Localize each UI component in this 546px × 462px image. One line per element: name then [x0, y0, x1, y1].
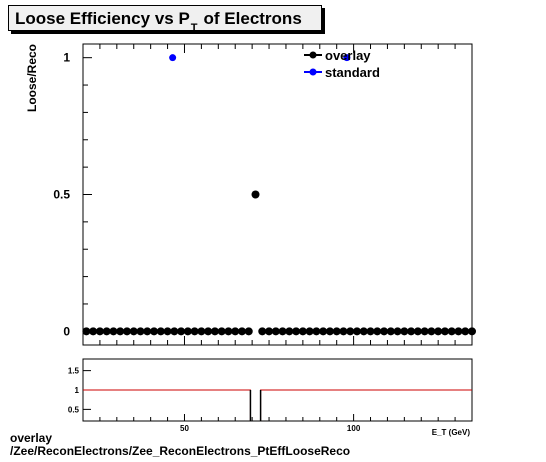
ratio-line-left	[83, 389, 251, 421]
data-point-overlay	[150, 327, 159, 336]
data-point-overlay	[285, 327, 294, 336]
y-axis-label: Loose/Reco	[25, 44, 39, 112]
legend-label-standard: standard	[325, 65, 380, 80]
data-point-overlay	[204, 327, 213, 336]
data-point-overlay	[231, 327, 240, 336]
data-point-overlay	[89, 327, 98, 336]
data-point-overlay	[366, 327, 375, 336]
data-point-overlay	[292, 327, 301, 336]
y-tick-label: 0	[63, 324, 70, 338]
data-point-overlay	[373, 327, 382, 336]
data-point-overlay	[319, 327, 328, 336]
data-point-overlay	[217, 327, 226, 336]
data-point-overlay	[312, 327, 321, 336]
legend-marker-standard	[309, 68, 317, 76]
data-point-standard	[169, 54, 177, 62]
data-point-overlay	[454, 327, 463, 336]
data-point-overlay	[447, 327, 456, 336]
chart-title: Loose Efficiency vs PT of Electrons	[8, 5, 322, 34]
data-point-overlay	[183, 327, 192, 336]
data-point-overlay	[352, 327, 361, 336]
data-point-overlay	[325, 327, 334, 336]
main-panel: 0 0.5 1 Loose/Reco overlay standard	[25, 43, 476, 346]
ratio-panel: 0.5 1 1.5 50 100 E_T (GeV)	[68, 358, 473, 437]
data-point-overlay	[468, 327, 476, 336]
ratio-x-tick-label: 100	[347, 424, 361, 433]
footer-line2: /Zee/ReconElectrons/Zee_ReconElectrons_P…	[10, 444, 351, 458]
data-point-overlay	[224, 327, 233, 336]
data-point-overlay	[190, 327, 199, 336]
data-point-overlay	[210, 327, 219, 336]
ratio-line-right	[260, 389, 472, 421]
data-point-overlay	[332, 327, 341, 336]
data-point-overlay	[346, 327, 355, 336]
data-point-overlay	[95, 327, 104, 336]
data-point-overlay	[143, 327, 152, 336]
data-point-overlay	[258, 327, 267, 336]
title-main: Loose Efficiency vs P	[15, 9, 190, 28]
data-point-overlay	[170, 327, 179, 336]
data-point-overlay	[156, 327, 165, 336]
data-point-overlay	[244, 327, 253, 336]
ratio-y-tick-label: 1.5	[68, 367, 80, 376]
data-point-overlay	[339, 327, 348, 336]
data-point-overlay	[237, 327, 246, 336]
data-point-overlay	[82, 327, 91, 336]
data-point-overlay	[434, 327, 443, 336]
title-suffix: of Electrons	[203, 9, 302, 28]
data-point-overlay	[380, 327, 389, 336]
data-point-overlay	[116, 327, 125, 336]
data-point-overlay	[413, 327, 422, 336]
title-subscript: T	[190, 22, 198, 34]
data-point-standard	[343, 54, 351, 62]
data-point-overlay	[102, 327, 111, 336]
data-point-overlay	[136, 327, 145, 336]
footer-line1: overlay	[10, 431, 53, 445]
data-point-overlay	[197, 327, 206, 336]
y-tick-label: 1	[63, 51, 70, 65]
ratio-y-tick-label: 1	[75, 386, 80, 395]
data-point-overlay	[129, 327, 138, 336]
plot-frame	[82, 43, 473, 346]
data-point-overlay	[420, 327, 429, 336]
data-point-overlay	[251, 190, 260, 199]
footer: overlay /Zee/ReconElectrons/Zee_ReconEle…	[10, 432, 350, 458]
legend-marker-overlay	[309, 51, 317, 59]
data-point-overlay	[427, 327, 436, 336]
data-point-overlay	[407, 327, 416, 336]
data-point-overlay	[109, 327, 118, 336]
data-point-overlay	[265, 327, 274, 336]
data-point-overlay	[359, 327, 368, 336]
data-point-overlay	[271, 327, 280, 336]
x-axis-label: E_T (GeV)	[432, 428, 471, 437]
data-point-overlay	[400, 327, 409, 336]
data-point-overlay	[298, 327, 307, 336]
data-point-overlay	[122, 327, 131, 336]
data-point-overlay	[461, 327, 470, 336]
data-point-overlay	[440, 327, 449, 336]
ratio-y-tick-label: 0.5	[68, 405, 80, 414]
y-tick-label: 0.5	[53, 188, 70, 202]
data-point-overlay	[177, 327, 186, 336]
legend-label-overlay: overlay	[325, 48, 371, 63]
ratio-x-tick-label: 50	[180, 424, 189, 433]
data-point-overlay	[393, 327, 402, 336]
data-point-overlay	[163, 327, 172, 336]
data-point-overlay	[386, 327, 395, 336]
data-point-overlay	[305, 327, 314, 336]
data-point-overlay	[278, 327, 287, 336]
